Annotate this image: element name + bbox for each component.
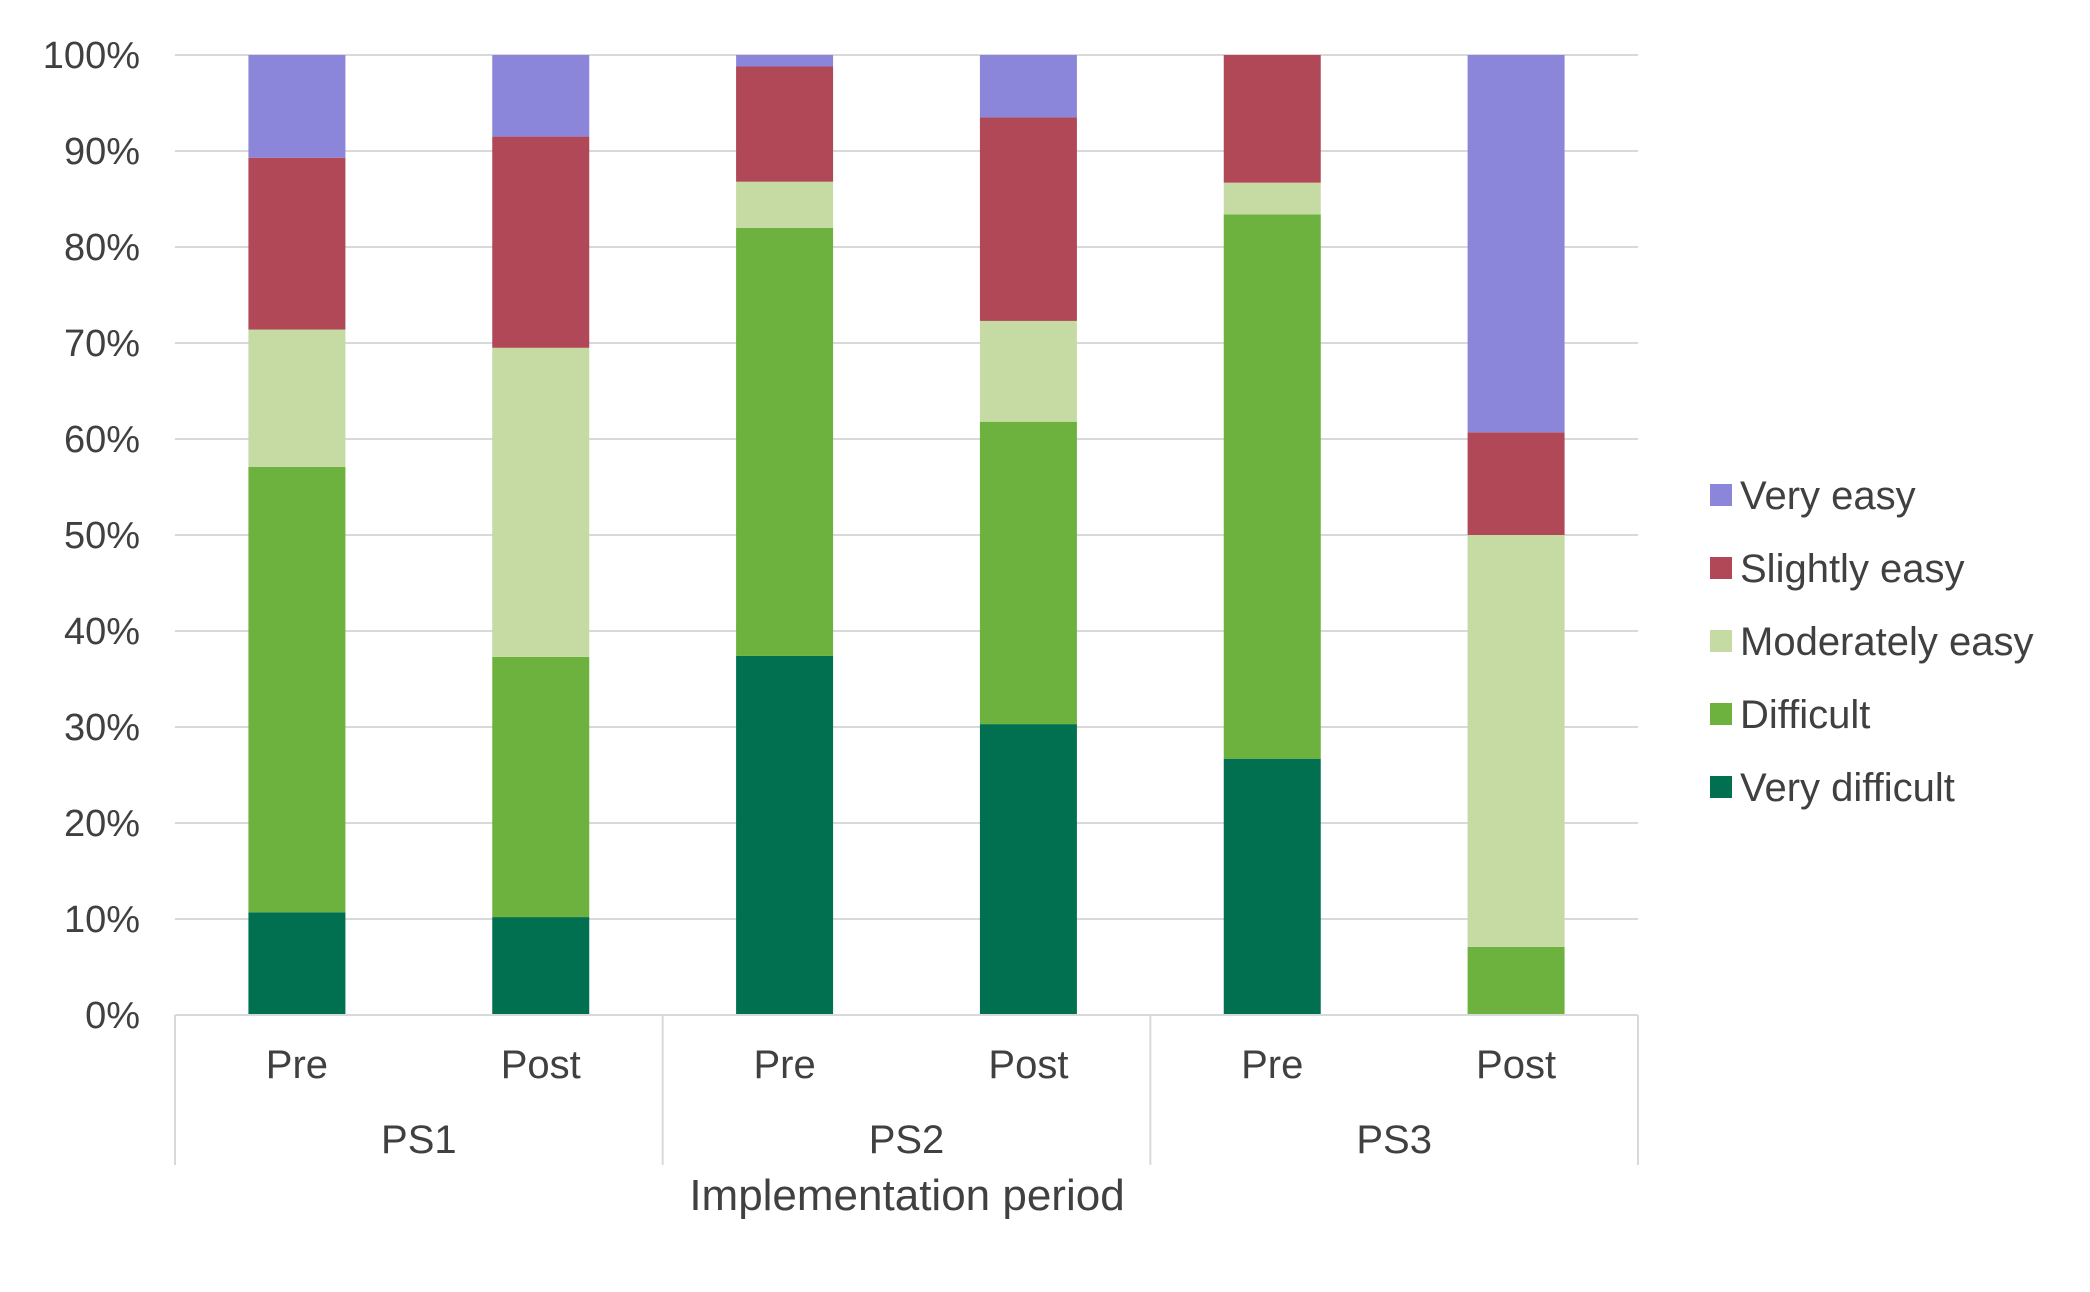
bar-segment-slightly-easy [736, 66, 834, 182]
x-group-label: PS1 [381, 1118, 457, 1162]
legend-label: Very difficult [1740, 766, 1955, 810]
x-group-label: PS2 [869, 1118, 945, 1162]
bar-segment-difficult [1467, 946, 1565, 1015]
legend: Very easy Slightly easy Moderately easy Dif… [1710, 474, 2033, 810]
y-tick-label: 60% [64, 419, 140, 461]
legend-label: Difficult [1740, 693, 1870, 737]
x-category-label: Pre [753, 1043, 815, 1087]
bar-segment-moderately-easy [492, 347, 590, 657]
bar-segment-very-difficult [979, 724, 1077, 1015]
bar-segment-moderately-easy [248, 329, 346, 467]
y-tick-label: 100% [43, 35, 140, 77]
bar-segment-slightly-easy [1223, 55, 1321, 183]
legend-swatch [1710, 703, 1732, 725]
bar-segment-very-difficult [736, 655, 834, 1015]
gridlines [175, 54, 1638, 920]
bar-segment-moderately-easy [1467, 535, 1565, 947]
legend-label: Moderately easy [1740, 620, 2033, 664]
y-tick-label: 80% [64, 227, 140, 269]
bar-segment-very-easy [248, 55, 346, 158]
x-category-label: Pre [266, 1043, 328, 1087]
bar-segment-slightly-easy [248, 157, 346, 330]
legend-swatch [1710, 484, 1732, 506]
x-category-label: Post [988, 1043, 1068, 1087]
bar-segment-very-easy [1467, 55, 1565, 433]
bar-segment-difficult [492, 656, 590, 918]
bar-segment-difficult [248, 466, 346, 913]
bar-segment-difficult [736, 227, 834, 656]
bar-segment-slightly-easy [979, 117, 1077, 321]
bar-segment-moderately-easy [979, 320, 1077, 422]
bar-segment-very-easy [492, 55, 590, 137]
bar-segment-very-difficult [492, 917, 590, 1015]
bar-segment-very-difficult [248, 912, 346, 1015]
x-category-label: Post [1476, 1043, 1556, 1087]
x-category-label: Pre [1241, 1043, 1303, 1087]
bar-segment-very-easy [736, 55, 834, 67]
x-axis-title: Implementation period [689, 1171, 1124, 1220]
x-group-label: PS3 [1356, 1118, 1432, 1162]
bar-segment-very-difficult [1223, 758, 1321, 1015]
y-tick-label: 40% [64, 611, 140, 653]
x-category-label: Post [501, 1043, 581, 1087]
legend-swatch [1710, 776, 1732, 798]
bar-segment-difficult [1223, 214, 1321, 759]
bar-segment-slightly-easy [1467, 432, 1565, 535]
legend-swatch [1710, 557, 1732, 579]
bar-segment-slightly-easy [492, 136, 590, 348]
y-tick-label: 70% [64, 323, 140, 365]
y-tick-label: 90% [64, 131, 140, 173]
bar-segment-moderately-easy [736, 181, 834, 228]
bar-segments [248, 55, 1565, 1015]
bar-segment-moderately-easy [1223, 182, 1321, 215]
y-tick-label: 0% [85, 995, 140, 1037]
y-tick-label: 10% [64, 899, 140, 941]
y-tick-label: 50% [64, 515, 140, 557]
bar-segment-very-easy [979, 55, 1077, 118]
legend-label: Slightly easy [1740, 547, 1965, 591]
y-tick-label: 20% [64, 803, 140, 845]
axes: 0% 10% 20% 30% 40% 50% 60% 70% 80% 90% 100% Pre Post… [43, 35, 1639, 1165]
y-tick-label: 30% [64, 707, 140, 749]
legend-swatch [1710, 630, 1732, 652]
legend-label: Very easy [1740, 474, 1916, 518]
bar-segment-difficult [979, 421, 1077, 725]
